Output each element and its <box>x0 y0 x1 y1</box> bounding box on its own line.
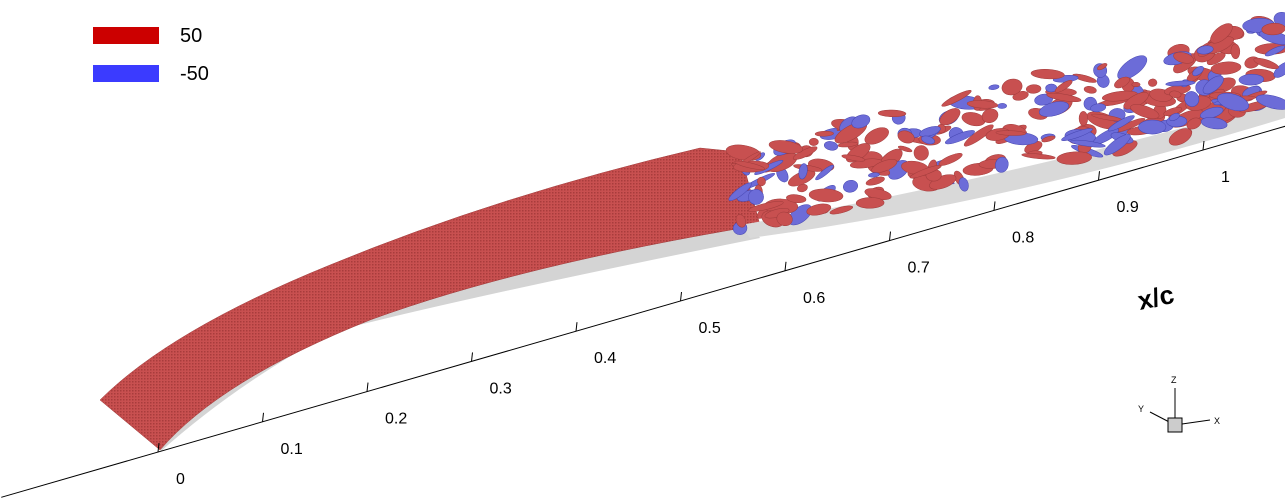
vortex-negative <box>997 103 1006 108</box>
x-tick-label: 0.7 <box>908 260 930 277</box>
tick-mark <box>472 352 473 361</box>
triad-cube <box>1168 418 1182 432</box>
axis-triad: Z X Y <box>1138 375 1220 432</box>
vortex-positive <box>1026 84 1041 94</box>
legend-label: 50 <box>180 25 202 47</box>
isosurface-sheet <box>100 148 760 450</box>
legend-swatch <box>93 65 159 82</box>
tick-mark <box>576 322 577 331</box>
x-tick-label: 0.5 <box>699 320 721 337</box>
x-tick-label: 0.6 <box>803 290 825 307</box>
vortex-positive <box>1083 85 1096 94</box>
legend: 50 -50 <box>93 25 209 85</box>
vortex-positive <box>1148 78 1158 87</box>
vortex-positive <box>809 138 818 145</box>
vortex-positive <box>815 131 834 137</box>
vortex-positive <box>1031 68 1065 79</box>
x-tick-label: 0.1 <box>281 441 303 458</box>
vortex-positive <box>1132 82 1140 86</box>
tick-mark <box>994 201 995 210</box>
vortex-positive <box>913 144 930 162</box>
tick-mark <box>263 413 264 422</box>
vortex-positive <box>768 138 804 155</box>
x-tick-label: 0.9 <box>1117 199 1139 216</box>
x-tick-label: 0.4 <box>594 350 616 367</box>
triad-z-label: Z <box>1171 375 1177 385</box>
x-tick-label: 0.8 <box>1012 229 1034 246</box>
vortex-negative <box>1239 74 1264 86</box>
vortex-positive <box>1231 44 1241 59</box>
tick-mark <box>1099 171 1100 180</box>
x-axis-label: x/c <box>1135 279 1177 316</box>
vortex-negative <box>988 84 999 90</box>
legend-swatch <box>93 27 159 44</box>
vortex-negative <box>1138 120 1166 134</box>
vortex-negative <box>1166 80 1196 87</box>
x-tick-label: 0 <box>176 471 185 488</box>
triad-y-label: Y <box>1138 404 1144 414</box>
vortex-positive <box>809 188 844 203</box>
vortex-positive <box>1079 111 1088 125</box>
tick-mark <box>785 262 786 271</box>
figure: 00.10.20.30.40.50.60.70.80.91 x/c 50-50 … <box>0 0 1285 499</box>
turbulent-structures <box>725 11 1285 236</box>
x-tick-label: 0.3 <box>490 380 512 397</box>
tick-mark <box>1203 141 1204 150</box>
x-tick-label: 1 <box>1221 169 1230 186</box>
tick-mark <box>681 292 682 301</box>
tick-mark <box>367 383 368 392</box>
tick-mark <box>890 232 891 241</box>
vortex-positive <box>878 110 906 117</box>
legend-label: -50 <box>180 63 209 85</box>
x-tick-label: 0.2 <box>385 411 407 428</box>
triad-x-label: X <box>1214 416 1220 426</box>
vortex-positive <box>937 151 963 168</box>
vortex-negative <box>842 179 859 194</box>
